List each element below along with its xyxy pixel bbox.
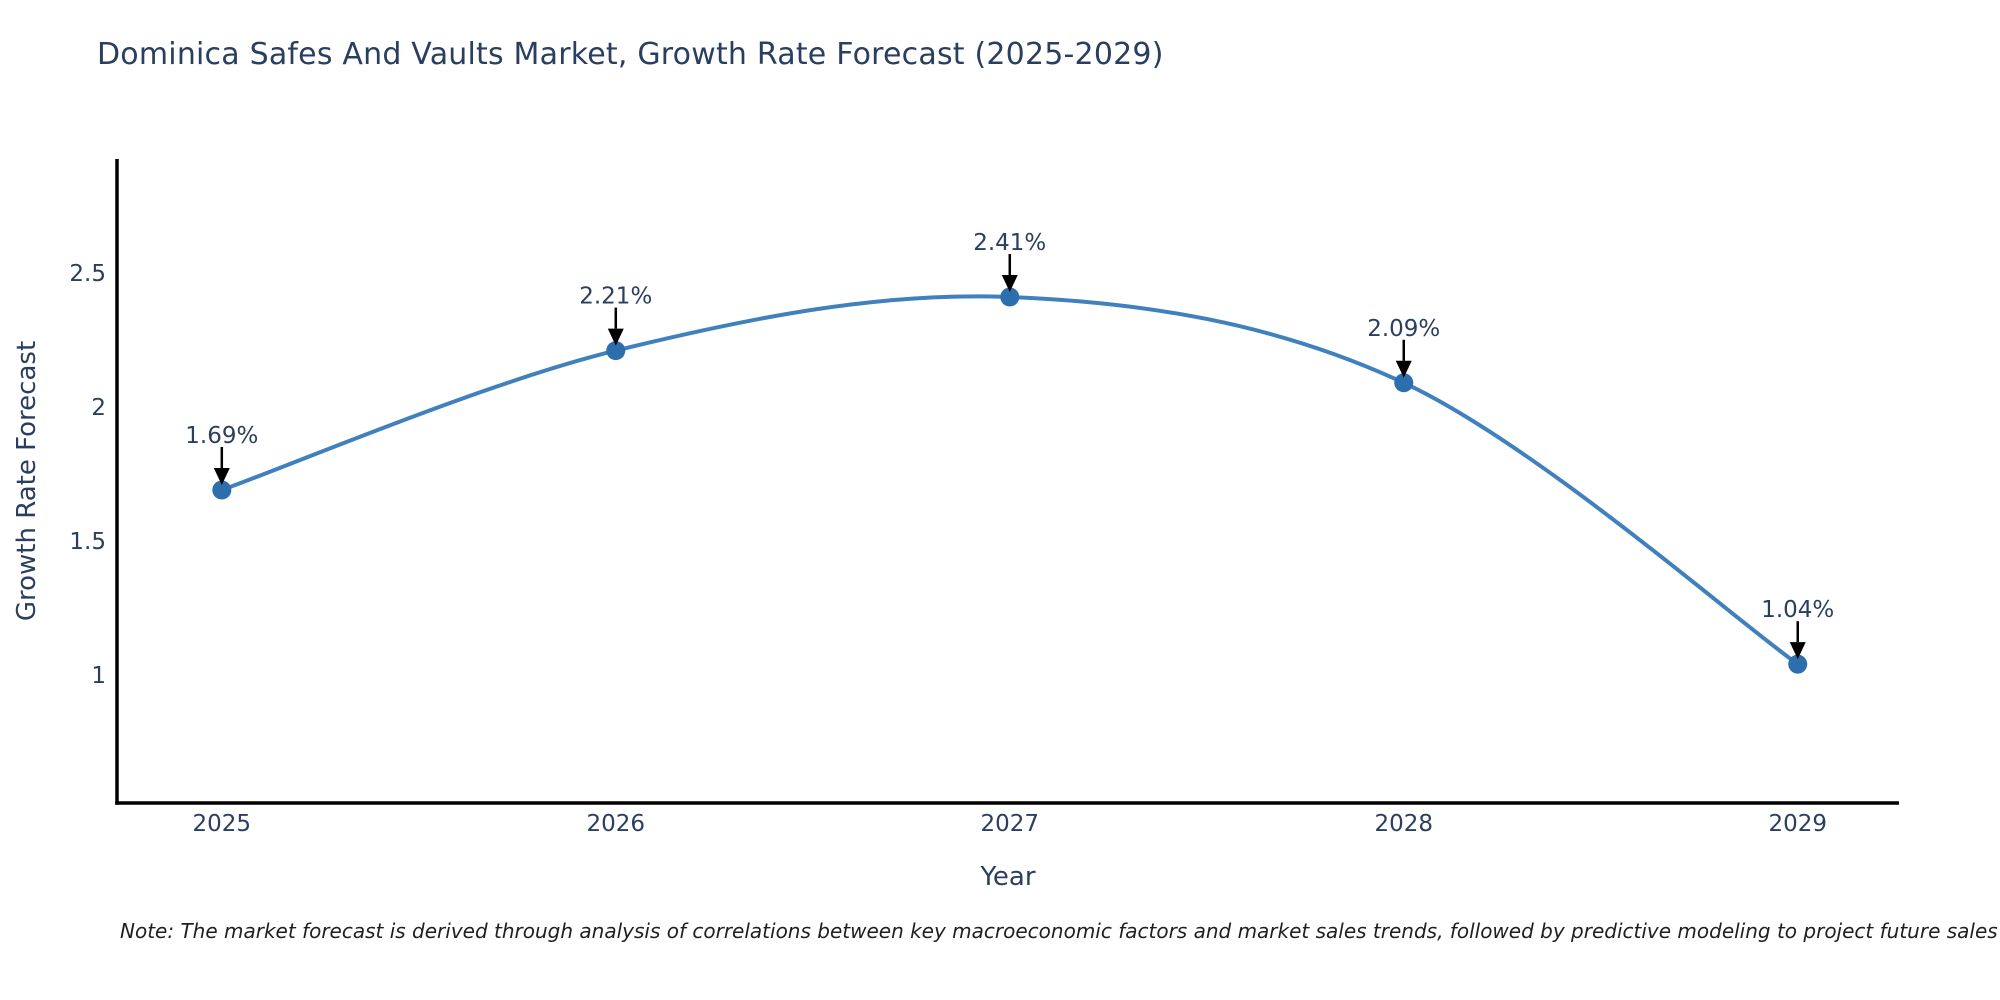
y-tick-label: 2 [91, 395, 106, 421]
data-point-marker [1394, 373, 1414, 393]
data-point-marker [1788, 654, 1808, 674]
annotation-arrow-head [1395, 360, 1412, 378]
x-tick-label: 2028 [1374, 811, 1433, 837]
data-point-label: 2.41% [973, 230, 1046, 256]
chart-title: Dominica Safes And Vaults Market, Growth… [97, 37, 1164, 72]
annotation-arrow-head [213, 467, 230, 485]
y-axis-title: Growth Rate Forecast [12, 340, 42, 622]
data-point-marker [606, 341, 626, 361]
x-tick-label: 2026 [587, 811, 646, 837]
y-tick-label: 1.5 [69, 529, 106, 555]
y-tick-label: 2.5 [69, 261, 106, 287]
x-tick-label: 2025 [193, 811, 252, 837]
data-point-label: 1.69% [185, 423, 258, 449]
x-tick-label: 2027 [980, 811, 1039, 837]
data-point-marker [1000, 287, 1020, 307]
y-tick-label: 1 [91, 663, 106, 689]
footnote: Note: The market forecast is derived thr… [120, 919, 1998, 943]
data-point-marker [212, 480, 232, 500]
data-point-label: 1.04% [1761, 597, 1834, 623]
trend-line [219, 294, 1800, 667]
x-tick-label: 2029 [1768, 811, 1827, 837]
x-axis-title: Year [980, 862, 1036, 892]
annotation-arrow-head [607, 328, 624, 346]
annotation-arrow-head [1001, 275, 1018, 293]
annotation-arrow-head [1789, 642, 1806, 660]
data-point-label: 2.09% [1367, 316, 1440, 342]
data-point-label: 2.21% [579, 284, 652, 310]
